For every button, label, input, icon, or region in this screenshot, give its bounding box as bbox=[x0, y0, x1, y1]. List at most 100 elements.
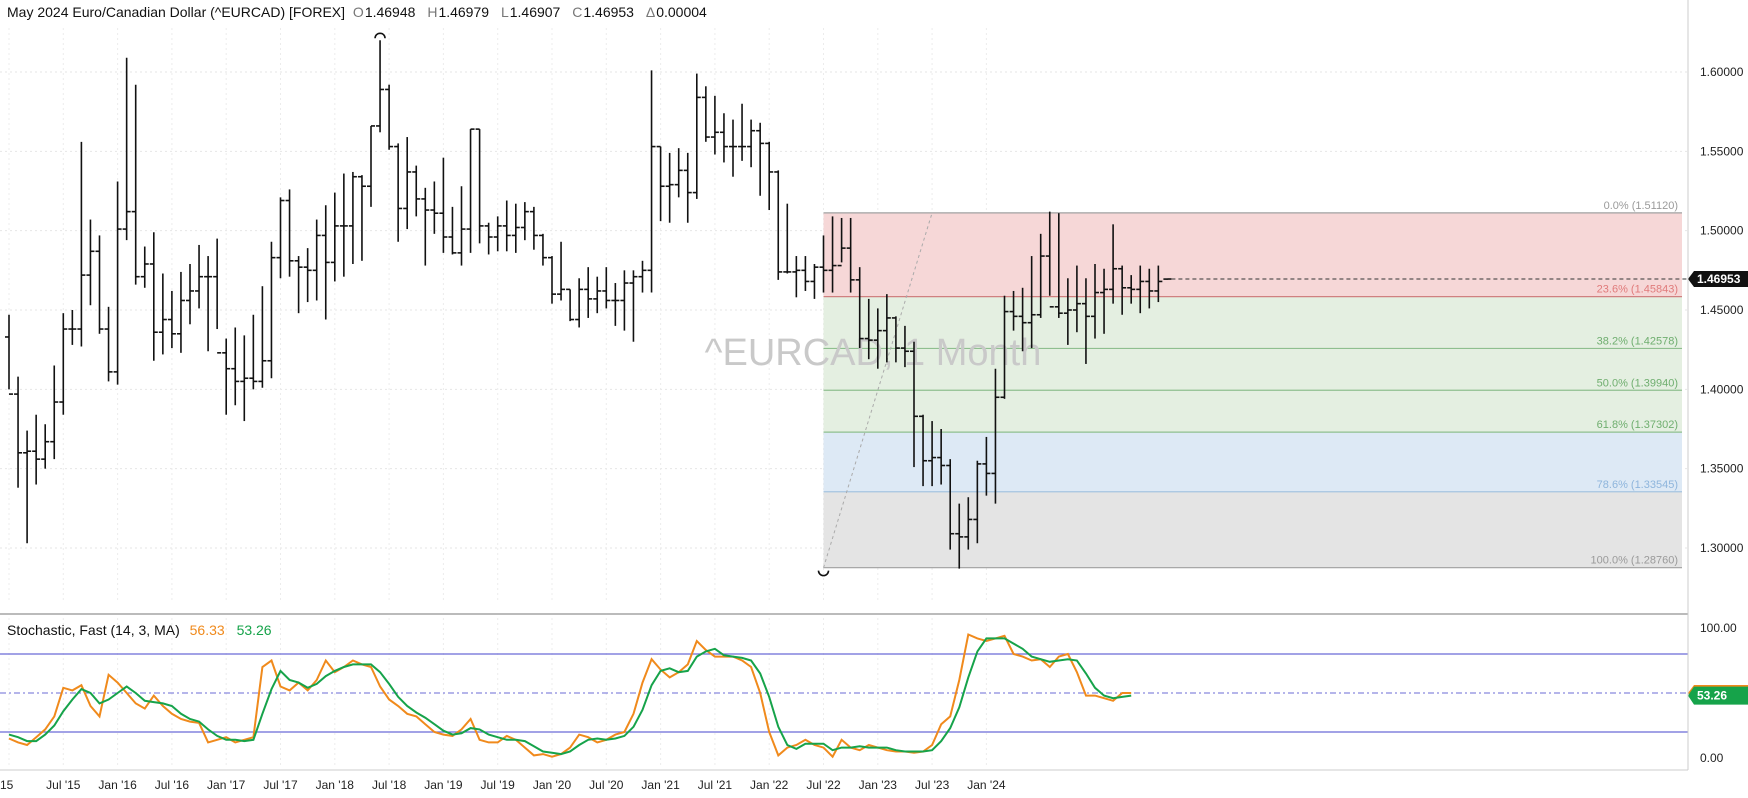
ohlc-bar bbox=[819, 235, 828, 293]
ohlc-bar bbox=[5, 314, 13, 395]
ohlc-bar bbox=[529, 206, 538, 250]
ohlc-bar bbox=[23, 430, 32, 544]
ohlc-bar bbox=[738, 103, 747, 161]
ohlc-bar bbox=[222, 338, 231, 415]
fib-level-label: 38.2% (1.42578) bbox=[1597, 335, 1678, 347]
price-tick-label: 1.35000 bbox=[1700, 462, 1744, 476]
ohlc-bar bbox=[783, 203, 792, 274]
ohlc-bar bbox=[566, 288, 575, 322]
ohlc-bar bbox=[357, 175, 366, 261]
fib-level-label: 78.6% (1.33545) bbox=[1597, 479, 1678, 491]
ohlc-bar bbox=[846, 217, 855, 293]
ohlc-bar bbox=[104, 306, 113, 382]
ohlc-bar bbox=[1009, 290, 1018, 331]
fib-band bbox=[823, 296, 1682, 349]
fib-level-label: 50.0% (1.39940) bbox=[1597, 377, 1678, 389]
ohlc-bar bbox=[294, 256, 303, 314]
last-price-label: 1.46953 bbox=[1697, 272, 1741, 286]
ohlc-bar bbox=[855, 267, 864, 349]
time-tick-label: Jul '17 bbox=[263, 778, 298, 792]
ohlc-bar bbox=[385, 84, 394, 150]
fib-band bbox=[823, 212, 1682, 297]
open-value: O1.46948 bbox=[352, 4, 416, 20]
ohlc-bar bbox=[1154, 265, 1163, 303]
time-tick-label: Jan '18 bbox=[316, 778, 355, 792]
ohlc-bar bbox=[303, 248, 312, 303]
ohlc-bar bbox=[647, 70, 656, 293]
ohlc-bar bbox=[502, 200, 511, 252]
ohlc-bar bbox=[828, 216, 837, 293]
ohlc-bar bbox=[1127, 275, 1136, 304]
ohlc-bar bbox=[41, 424, 50, 469]
fib-band bbox=[823, 491, 1682, 568]
ohlc-bar bbox=[339, 173, 348, 277]
stochastic-panel: 0.00 100.00 53.26 bbox=[0, 618, 1748, 768]
ohlc-bar bbox=[910, 341, 918, 468]
time-tick-label: Jul '19 bbox=[481, 778, 516, 792]
ohlc-bar bbox=[95, 235, 104, 334]
ohlc-bar bbox=[403, 137, 412, 230]
ohlc-bar bbox=[1091, 263, 1099, 339]
stochastic-params: (14, 3, MA) bbox=[110, 622, 180, 638]
price-tick-label: 1.50000 bbox=[1700, 224, 1744, 238]
ohlc-bar bbox=[701, 86, 710, 142]
ohlc-bar bbox=[32, 414, 41, 485]
ohlc-bar bbox=[665, 152, 674, 223]
swing-high-marker bbox=[374, 32, 386, 39]
price-axis: 1.30000 1.35000 1.40000 1.45000 1.50000 1.550… bbox=[1700, 65, 1744, 555]
stoch-d-tag bbox=[1688, 686, 1748, 705]
price-grid bbox=[0, 28, 1688, 600]
ohlc-bar bbox=[946, 459, 955, 550]
ohlc-bar bbox=[864, 298, 873, 360]
ohlc-bar bbox=[801, 256, 810, 291]
ohlc-bar bbox=[1054, 213, 1063, 318]
ohlc-bar bbox=[575, 278, 584, 328]
ohlc-bar bbox=[557, 241, 566, 301]
ohlc-bar bbox=[638, 260, 647, 293]
ohlc-bar bbox=[267, 241, 276, 379]
fib-retracement: 0.0% (1.51120) 23.6% (1.45843) 38.2% (1.42… bbox=[823, 200, 1682, 569]
ohlc-bar bbox=[692, 73, 701, 199]
ohlc-bar bbox=[113, 181, 122, 385]
ohlc-bar bbox=[520, 202, 529, 241]
ohlc-bar bbox=[14, 376, 23, 488]
price-tick-label: 1.60000 bbox=[1700, 65, 1744, 79]
ohlc-bar bbox=[873, 308, 882, 369]
ohlc-bar bbox=[348, 171, 357, 264]
ohlc-bar bbox=[674, 148, 683, 198]
ohlc-bar bbox=[620, 270, 629, 331]
ohlc-bars bbox=[5, 32, 1688, 577]
ohlc-bar bbox=[394, 143, 403, 242]
ohlc-bar bbox=[584, 267, 593, 318]
time-tick-label: Jan '21 bbox=[641, 778, 680, 792]
stochastic-title: Stochastic, Fast bbox=[7, 622, 107, 638]
ohlc-bar bbox=[964, 497, 973, 550]
ohlc-bar bbox=[131, 84, 140, 285]
stoch-k-line bbox=[8, 633, 1132, 759]
ohlc-bar bbox=[186, 263, 194, 325]
stoch-tick-label: 100.00 bbox=[1700, 621, 1737, 635]
quote-header: May 2024 Euro/Canadian Dollar (^EURCAD) … bbox=[7, 4, 715, 20]
ohlc-bar bbox=[1045, 211, 1054, 308]
stochastic-header[interactable]: Stochastic, Fast (14, 3, MA) 56.33 53.26 bbox=[7, 622, 272, 638]
ohlc-bar bbox=[629, 270, 638, 342]
ohlc-bar bbox=[1027, 256, 1036, 349]
time-tick-label: Jul '18 bbox=[372, 778, 407, 792]
fib-trend-line bbox=[823, 212, 933, 568]
close-value: C1.46953 bbox=[572, 4, 634, 20]
price-tick-label: 1.40000 bbox=[1700, 382, 1744, 396]
ohlc-bar bbox=[50, 365, 59, 460]
time-axis: 15 Jul '15 Jan '16 Jul '16 Jan '17 Jul '17 Jan… bbox=[0, 769, 1688, 792]
ohlc-bar bbox=[900, 325, 909, 368]
ohlc-bar bbox=[68, 310, 77, 345]
ohlc-bar bbox=[1036, 233, 1045, 318]
time-tick-label: Jul '22 bbox=[806, 778, 841, 792]
time-tick-label: Jan '23 bbox=[859, 778, 898, 792]
change-value: Δ0.00004 bbox=[645, 4, 707, 20]
time-tick-label: Jul '21 bbox=[698, 778, 733, 792]
ohlc-bar bbox=[1100, 268, 1109, 334]
ohlc-bar bbox=[475, 128, 484, 244]
stoch-grid bbox=[0, 618, 1688, 768]
ohlc-bar bbox=[330, 192, 339, 282]
